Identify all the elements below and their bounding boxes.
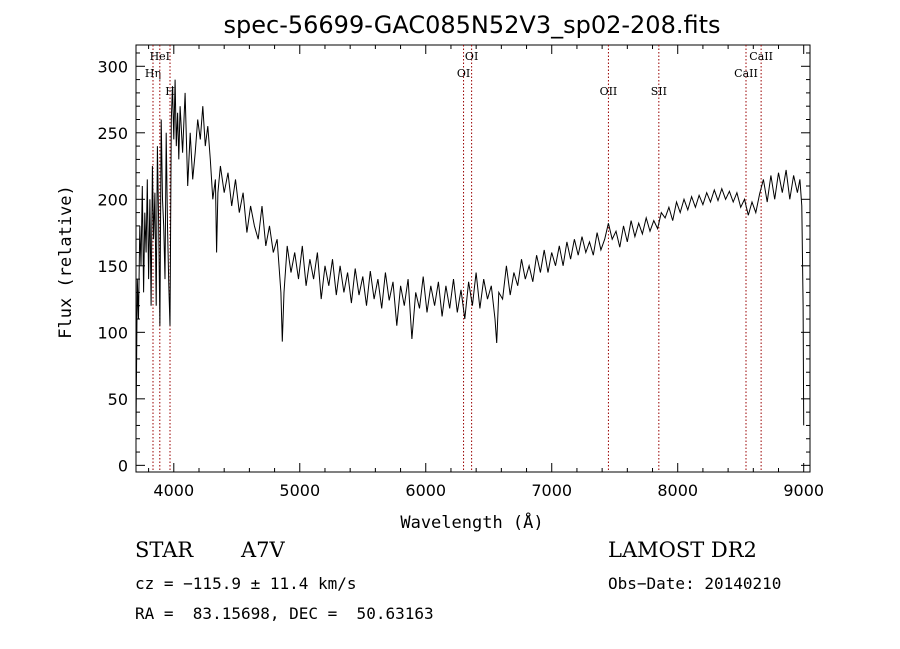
y-tick-label: 200 <box>97 190 128 209</box>
y-tick-label: 0 <box>118 456 128 475</box>
star-type: STAR <box>135 538 194 562</box>
y-axis-ticks: 0 50 100 150 200 250 300 <box>97 52 810 475</box>
y-tick-label: 300 <box>97 57 128 76</box>
y-tick-label: 150 <box>97 257 128 276</box>
x-tick-label: 6000 <box>405 481 446 500</box>
line-marker-label: CaII <box>749 50 773 63</box>
emission-line-markers: Hη HeI H OI OI OII SII CaII CaII <box>145 45 773 472</box>
y-tick-label: 250 <box>97 124 128 143</box>
plot-frame <box>135 44 811 473</box>
x-tick-label: 5000 <box>279 481 320 500</box>
spectral-class: A7V <box>241 538 285 562</box>
obs-date: Obs−Date: 20140210 <box>608 574 782 593</box>
x-tick-label: 7000 <box>531 481 572 500</box>
spectrum-line <box>135 79 805 433</box>
x-tick-label: 8000 <box>657 481 698 500</box>
redshift-cz: cz = −115.9 ± 11.4 km/s <box>135 574 357 593</box>
line-marker-label: H <box>165 85 175 98</box>
line-marker-label: OI <box>457 67 470 80</box>
chart-title: spec-56699-GAC085N52V3_sp02-208.fits <box>224 11 721 39</box>
line-marker-label: OII <box>600 85 618 98</box>
x-tick-label: 9000 <box>783 481 824 500</box>
x-axis-label: Wavelength (Å) <box>400 511 543 533</box>
line-marker-label: Hη <box>145 67 161 80</box>
line-marker-label: OI <box>465 50 478 63</box>
y-axis-label: Flux (relative) <box>56 185 76 339</box>
line-marker-label: CaII <box>734 67 758 80</box>
line-marker-label: SII <box>651 85 667 98</box>
y-tick-label: 100 <box>97 323 128 342</box>
line-marker-label: HeI <box>150 50 170 63</box>
survey-name: LAMOST DR2 <box>608 538 757 562</box>
x-tick-label: 4000 <box>153 481 194 500</box>
y-tick-label: 50 <box>108 390 128 409</box>
x-axis-ticks: 4000 5000 6000 7000 8000 9000 <box>148 45 824 500</box>
coordinates: RA = 83.15698, DEC = 50.63163 <box>135 604 434 623</box>
